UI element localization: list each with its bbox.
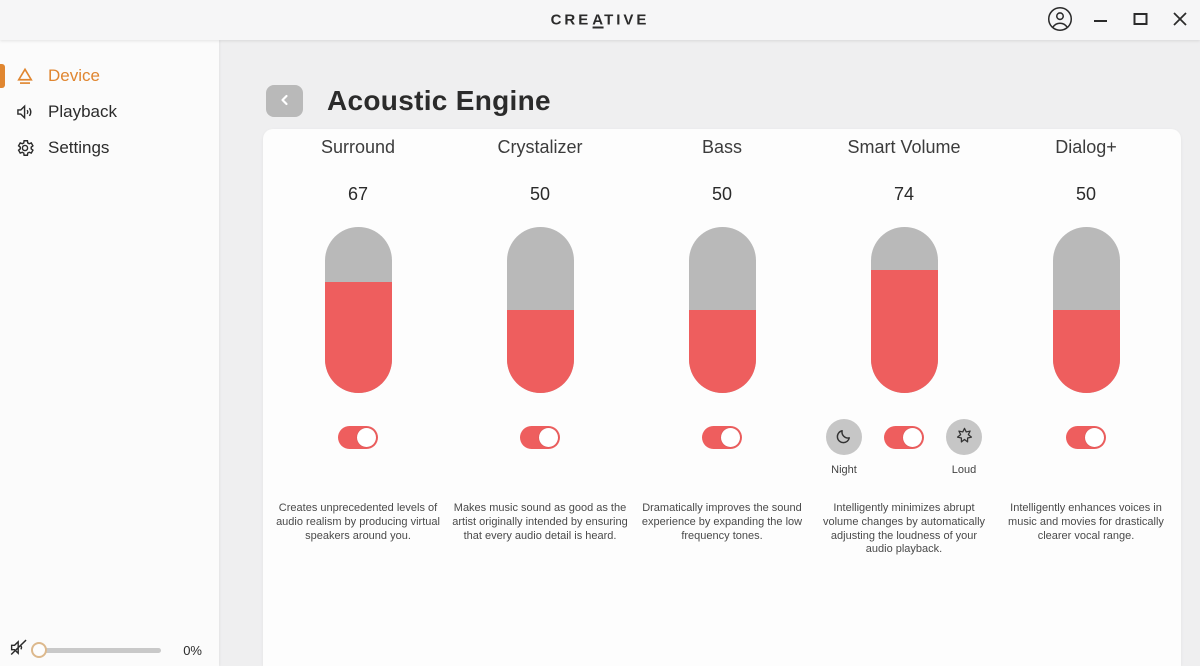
effect-description: Dramatically improves the sound experien… <box>641 502 803 542</box>
sidebar-item-playback[interactable]: Playback <box>0 96 219 128</box>
sidebar-item-device[interactable]: Device <box>0 60 219 92</box>
effect-description: Creates unprecedented levels of audio re… <box>276 502 440 542</box>
effect-value: 74 <box>893 184 915 204</box>
toggle-knob <box>539 427 558 447</box>
volume-percent: 0% <box>183 642 202 658</box>
toggle-knob <box>1085 427 1104 447</box>
minimize-icon <box>1093 11 1108 29</box>
effects-columns: Surround 67 Creates unprecedented levels… <box>263 129 1181 557</box>
effect-slider[interactable] <box>506 227 574 393</box>
titlebar: CREATIVE <box>0 0 1200 40</box>
effect-value: 50 <box>1075 184 1097 204</box>
back-button[interactable] <box>266 85 303 117</box>
user-icon <box>1047 6 1073 35</box>
effect-slider-fill <box>324 281 392 393</box>
effect-toggle[interactable] <box>520 425 560 449</box>
sidebar-item-label: Playback <box>48 102 117 121</box>
close-button[interactable] <box>1160 0 1200 40</box>
effects-card: Surround 67 Creates unprecedented levels… <box>263 129 1181 666</box>
chevron-left-icon <box>278 93 292 110</box>
account-button[interactable] <box>1040 0 1080 40</box>
effect-slider-fill <box>506 310 574 393</box>
effect-column-smart-volume: Smart Volume 74 <box>813 137 995 557</box>
toggle-knob <box>903 427 922 447</box>
effect-column-crystalizer: Crystalizer 50 Makes music sound as good… <box>449 137 631 557</box>
sidebar-nav: Device Playback Settings <box>0 40 219 164</box>
night-mode-label: Night <box>831 464 857 476</box>
effect-controls <box>520 419 560 455</box>
moon-icon <box>835 427 853 448</box>
logo-text-post: TIVE <box>604 11 650 29</box>
effect-value: 50 <box>529 184 551 204</box>
effect-slider-fill <box>688 310 756 393</box>
loud-mode-label: Loud <box>951 464 977 476</box>
window-controls <box>1040 0 1200 40</box>
page-header: Acoustic Engine <box>266 85 551 117</box>
effect-column-surround: Surround 67 Creates unprecedented levels… <box>267 137 449 557</box>
mode-labels <box>996 458 1176 484</box>
effect-name: Dialog+ <box>1055 137 1117 157</box>
effect-controls <box>826 419 982 455</box>
minimize-button[interactable] <box>1080 0 1120 40</box>
close-icon <box>1172 11 1188 30</box>
page-title: Acoustic Engine <box>327 85 551 116</box>
toggle-knob <box>721 427 740 447</box>
speaker-icon <box>15 102 35 122</box>
effect-slider[interactable] <box>688 227 756 393</box>
main-content: Acoustic Engine Surround 67 Creates unpr… <box>219 40 1200 666</box>
toggle-knob <box>357 427 376 447</box>
effect-slider[interactable] <box>870 227 938 393</box>
effect-toggle[interactable] <box>702 425 742 449</box>
burst-icon <box>955 426 974 448</box>
creative-logo: CREATIVE <box>551 12 650 29</box>
effect-slider[interactable] <box>324 227 392 393</box>
creative-delta-icon <box>15 66 35 86</box>
mode-labels: Night Loud <box>814 458 994 484</box>
effect-description: Intelligently enhances voices in music a… <box>1008 502 1164 542</box>
effect-name: Bass <box>701 137 743 157</box>
maximize-icon <box>1133 12 1148 29</box>
logo-text-pre: CRE <box>550 11 592 29</box>
effect-description: Makes music sound as good as the artist … <box>452 502 628 542</box>
effect-slider-fill <box>870 270 938 393</box>
effect-controls <box>702 419 742 455</box>
active-indicator <box>0 64 5 88</box>
effect-toggle[interactable] <box>338 425 378 449</box>
effect-toggle[interactable] <box>1066 425 1106 449</box>
gear-icon <box>15 138 35 158</box>
maximize-button[interactable] <box>1120 0 1160 40</box>
sidebar-item-settings[interactable]: Settings <box>0 132 219 164</box>
loud-mode-button[interactable] <box>946 419 982 455</box>
volume-slider-knob[interactable] <box>31 642 47 658</box>
mode-labels <box>632 458 812 484</box>
master-volume-control: 0% <box>0 638 219 662</box>
volume-slider[interactable] <box>31 642 161 658</box>
effect-column-dialog-plus: Dialog+ 50 Intelligently enhances voices… <box>995 137 1177 557</box>
effect-controls <box>1066 419 1106 455</box>
effect-description: Intelligently minimizes abrupt volume ch… <box>822 502 986 556</box>
sidebar-item-label: Settings <box>48 138 110 157</box>
effect-column-bass: Bass 50 Dramatically improves the sound … <box>631 137 813 557</box>
logo-delta-a: A <box>592 11 604 29</box>
effect-name: Crystalizer <box>497 137 583 157</box>
effect-slider[interactable] <box>1052 227 1120 393</box>
effect-name: Smart Volume <box>847 137 961 157</box>
mode-labels <box>268 458 448 484</box>
effect-value: 67 <box>347 184 369 204</box>
effect-toggle[interactable] <box>884 425 924 449</box>
effect-controls <box>338 419 378 455</box>
effect-slider-fill <box>1052 310 1120 393</box>
night-mode-button[interactable] <box>826 419 862 455</box>
effect-name: Surround <box>320 137 396 157</box>
speaker-muted-icon[interactable] <box>9 637 30 663</box>
sidebar: Device Playback Settings <box>0 40 219 666</box>
sidebar-item-label: Device <box>48 66 100 85</box>
mode-labels <box>450 458 630 484</box>
effect-value: 50 <box>711 184 733 204</box>
